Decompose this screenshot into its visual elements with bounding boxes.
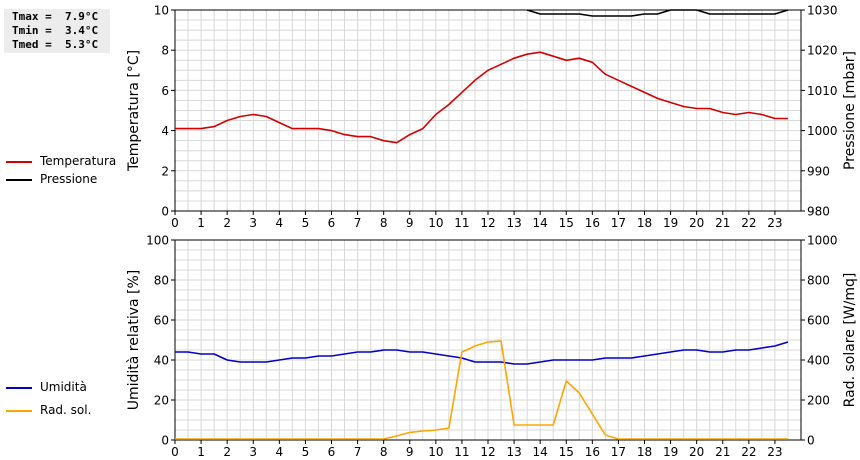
y-axis-title-left: Temperatura [°C] <box>126 50 142 172</box>
x-tick-label: 18 <box>637 445 652 459</box>
x-tick-label: 13 <box>506 445 521 459</box>
legend-item-temperatura: Temperatura <box>6 154 126 170</box>
x-tick-label: 4 <box>276 216 284 230</box>
plot-frame-temp-press <box>174 9 802 212</box>
x-tick-label: 12 <box>480 445 495 459</box>
legend-swatch-pressione <box>6 179 32 181</box>
y-tick-label-left: 0 <box>161 205 169 219</box>
y-tick-label-left: 4 <box>161 124 169 138</box>
x-tick-label: 7 <box>354 216 362 230</box>
x-tick-label: 11 <box>454 216 469 230</box>
x-tick-label: 19 <box>663 445 678 459</box>
y-tick-label-left: 8 <box>161 44 169 58</box>
x-tick-label: 0 <box>171 445 179 459</box>
y-tick-label-right: 1010 <box>807 84 838 98</box>
x-tick-label: 20 <box>689 216 704 230</box>
x-tick-label: 5 <box>302 445 310 459</box>
y-tick-label-right: 600 <box>807 314 830 328</box>
x-tick-label: 13 <box>506 216 521 230</box>
x-tick-label: 2 <box>223 445 231 459</box>
x-tick-label: 7 <box>354 445 362 459</box>
y-tick-label-right: 400 <box>807 354 830 368</box>
legend-swatch-umidita <box>6 387 32 389</box>
x-tick-label: 6 <box>328 216 336 230</box>
x-tick-label: 8 <box>380 445 388 459</box>
y-tick-label-left: 0 <box>161 434 169 448</box>
x-tick-label: 9 <box>406 445 414 459</box>
legend-label-umidita: Umidità <box>40 380 87 394</box>
x-tick-label: 17 <box>611 216 626 230</box>
x-tick-label: 21 <box>715 445 730 459</box>
y-tick-label-right: 1000 <box>807 124 838 138</box>
legend-item-umidita: Umidità <box>6 380 126 396</box>
x-tick-label: 14 <box>533 445 548 459</box>
legend-item-pressione: Pressione <box>6 172 126 188</box>
y-axis-title-right: Pressione [mbar] <box>842 51 858 170</box>
y-tick-label-right: 0 <box>807 434 815 448</box>
series-line-temperatura <box>175 51 788 144</box>
y-tick-label-right: 200 <box>807 394 830 408</box>
x-tick-label: 0 <box>171 216 179 230</box>
x-tick-label: 23 <box>767 216 782 230</box>
x-tick-label: 6 <box>328 445 336 459</box>
legend-label-temperatura: Temperatura <box>40 154 117 168</box>
tmin-readout: Tmin = 3.4°C <box>12 24 99 37</box>
y-tick-label-left: 60 <box>154 314 169 328</box>
x-tick-label: 14 <box>533 216 548 230</box>
x-tick-label: 23 <box>767 445 782 459</box>
x-tick-label: 17 <box>611 445 626 459</box>
y-tick-label-right: 990 <box>807 164 830 178</box>
x-tick-label: 22 <box>741 216 756 230</box>
x-tick-label: 11 <box>454 445 469 459</box>
legend-label-pressione: Pressione <box>40 172 98 186</box>
legend-swatch-temperatura <box>6 161 32 163</box>
x-tick-label: 12 <box>480 216 495 230</box>
y-tick-label-left: 40 <box>154 354 169 368</box>
y-tick-label-left: 10 <box>154 4 169 18</box>
y-tick-label-right: 1000 <box>807 234 838 248</box>
tmed-readout: Tmed = 5.3°C <box>12 38 99 51</box>
x-tick-label: 10 <box>428 216 443 230</box>
x-tick-label: 20 <box>689 445 704 459</box>
x-tick-label: 3 <box>249 216 257 230</box>
series-line-rad-sol <box>175 340 788 440</box>
y-tick-label-left: 100 <box>146 234 169 248</box>
x-tick-label: 16 <box>585 216 600 230</box>
x-tick-label: 18 <box>637 216 652 230</box>
plot-frame-hum-rad <box>174 239 802 441</box>
series-line-pressione <box>526 9 789 17</box>
x-tick-label: 19 <box>663 216 678 230</box>
x-tick-label: 1 <box>197 216 205 230</box>
y-axis-title-left: Umidità relativa [%] <box>126 270 142 411</box>
x-tick-label: 10 <box>428 445 443 459</box>
y-tick-label-right: 980 <box>807 205 830 219</box>
x-tick-label: 9 <box>406 216 414 230</box>
y-tick-label-right: 800 <box>807 274 830 288</box>
series-line-umidit <box>175 341 789 365</box>
x-tick-label: 5 <box>302 216 310 230</box>
y-tick-label-left: 6 <box>161 84 169 98</box>
tmax-readout: Tmax = 7.9°C <box>12 10 99 23</box>
y-axis-title-right: Rad. solare [W/mq] <box>842 273 858 408</box>
x-tick-label: 2 <box>223 216 231 230</box>
x-tick-label: 22 <box>741 445 756 459</box>
x-tick-label: 8 <box>380 216 388 230</box>
x-tick-label: 16 <box>585 445 600 459</box>
x-tick-label: 4 <box>276 445 284 459</box>
y-tick-label-right: 1030 <box>807 4 838 18</box>
x-tick-label: 15 <box>559 445 574 459</box>
x-tick-label: 15 <box>559 216 574 230</box>
stats-box: Tmax = 7.9°C Tmin = 3.4°C Tmed = 5.3°C <box>4 9 110 53</box>
y-tick-label-left: 20 <box>154 394 169 408</box>
legend-item-radsol: Rad. sol. <box>6 403 126 419</box>
y-tick-label-left: 2 <box>161 164 169 178</box>
y-tick-label-left: 80 <box>154 274 169 288</box>
x-tick-label: 1 <box>197 445 205 459</box>
y-tick-label-right: 1020 <box>807 44 838 58</box>
legend-label-radsol: Rad. sol. <box>40 403 92 417</box>
x-tick-label: 3 <box>249 445 257 459</box>
x-tick-label: 21 <box>715 216 730 230</box>
legend-swatch-radsol <box>6 410 32 412</box>
